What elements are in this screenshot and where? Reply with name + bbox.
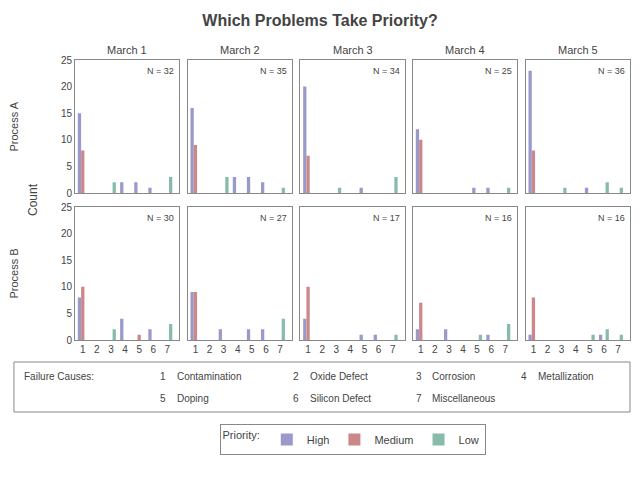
svg-text:March 1: March 1: [107, 44, 147, 56]
svg-text:3: 3: [334, 344, 340, 355]
svg-text:5: 5: [362, 344, 368, 355]
svg-text:10: 10: [61, 281, 73, 292]
svg-text:3: 3: [108, 344, 114, 355]
svg-text:1: 1: [80, 344, 86, 355]
svg-text:March 2: March 2: [220, 44, 260, 56]
svg-text:3: 3: [221, 344, 227, 355]
svg-text:N = 25: N = 25: [485, 66, 512, 76]
svg-text:N = 36: N = 36: [598, 66, 625, 76]
svg-text:3: 3: [559, 344, 565, 355]
svg-text:Process A: Process A: [8, 101, 20, 151]
svg-text:Metallization: Metallization: [538, 371, 594, 382]
svg-text:4: 4: [122, 344, 128, 355]
svg-text:2: 2: [545, 344, 551, 355]
svg-text:2: 2: [207, 344, 213, 355]
svg-text:Failure Causes:: Failure Causes:: [24, 371, 94, 382]
svg-text:N = 30: N = 30: [147, 213, 174, 223]
svg-text:Low: Low: [459, 434, 479, 446]
svg-text:5: 5: [587, 344, 593, 355]
svg-text:Count: Count: [26, 183, 40, 216]
svg-text:1: 1: [305, 344, 311, 355]
svg-text:2: 2: [94, 344, 100, 355]
svg-text:7: 7: [390, 344, 396, 355]
svg-text:1: 1: [160, 371, 166, 382]
svg-text:7: 7: [277, 344, 283, 355]
svg-text:20: 20: [61, 81, 73, 92]
svg-text:1: 1: [193, 344, 199, 355]
svg-text:5: 5: [474, 344, 480, 355]
svg-text:7: 7: [503, 344, 509, 355]
svg-text:1: 1: [531, 344, 537, 355]
svg-text:N = 17: N = 17: [373, 213, 400, 223]
svg-text:7: 7: [615, 344, 621, 355]
svg-text:Corrosion: Corrosion: [432, 371, 475, 382]
svg-text:2: 2: [293, 371, 299, 382]
svg-text:Oxide Defect: Oxide Defect: [310, 371, 368, 382]
svg-text:Priority:: Priority:: [223, 429, 260, 441]
svg-text:15: 15: [61, 108, 73, 119]
svg-text:5: 5: [66, 308, 72, 319]
svg-text:Doping: Doping: [177, 393, 209, 404]
svg-text:N = 16: N = 16: [598, 213, 625, 223]
svg-text:4: 4: [573, 344, 579, 355]
svg-text:5: 5: [66, 161, 72, 172]
svg-text:1: 1: [418, 344, 424, 355]
svg-text:March 3: March 3: [333, 44, 373, 56]
svg-text:High: High: [307, 434, 330, 446]
svg-text:5: 5: [160, 393, 166, 404]
svg-text:Contamination: Contamination: [177, 371, 241, 382]
svg-text:4: 4: [460, 344, 466, 355]
svg-text:N = 27: N = 27: [260, 213, 287, 223]
svg-text:5: 5: [136, 344, 142, 355]
svg-text:6: 6: [601, 344, 607, 355]
svg-text:2: 2: [432, 344, 438, 355]
svg-text:10: 10: [61, 134, 73, 145]
svg-text:4: 4: [348, 344, 354, 355]
svg-text:15: 15: [61, 255, 73, 266]
svg-text:6: 6: [376, 344, 382, 355]
svg-text:6: 6: [293, 393, 299, 404]
svg-text:4: 4: [235, 344, 241, 355]
svg-text:N = 34: N = 34: [373, 66, 400, 76]
svg-text:N = 32: N = 32: [147, 66, 174, 76]
svg-text:5: 5: [249, 344, 255, 355]
svg-text:2: 2: [319, 344, 325, 355]
svg-text:3: 3: [416, 371, 422, 382]
svg-text:7: 7: [416, 393, 422, 404]
svg-text:6: 6: [263, 344, 269, 355]
svg-text:3: 3: [446, 344, 452, 355]
svg-text:N = 16: N = 16: [485, 213, 512, 223]
svg-text:20: 20: [61, 228, 73, 239]
svg-text:N = 35: N = 35: [260, 66, 287, 76]
svg-text:0: 0: [66, 335, 72, 346]
svg-text:7: 7: [165, 344, 171, 355]
svg-text:Which Problems Take Priority?: Which Problems Take Priority?: [202, 12, 437, 29]
svg-text:0: 0: [66, 188, 72, 199]
svg-text:25: 25: [61, 55, 73, 66]
svg-text:4: 4: [521, 371, 527, 382]
svg-text:6: 6: [150, 344, 156, 355]
svg-text:March 4: March 4: [445, 44, 485, 56]
svg-text:Silicon Defect: Silicon Defect: [310, 393, 371, 404]
svg-text:25: 25: [61, 202, 73, 213]
svg-text:Medium: Medium: [374, 434, 413, 446]
svg-text:Process B: Process B: [8, 248, 20, 298]
svg-text:Miscellaneous: Miscellaneous: [432, 393, 495, 404]
svg-text:March 5: March 5: [558, 44, 598, 56]
svg-text:6: 6: [488, 344, 494, 355]
